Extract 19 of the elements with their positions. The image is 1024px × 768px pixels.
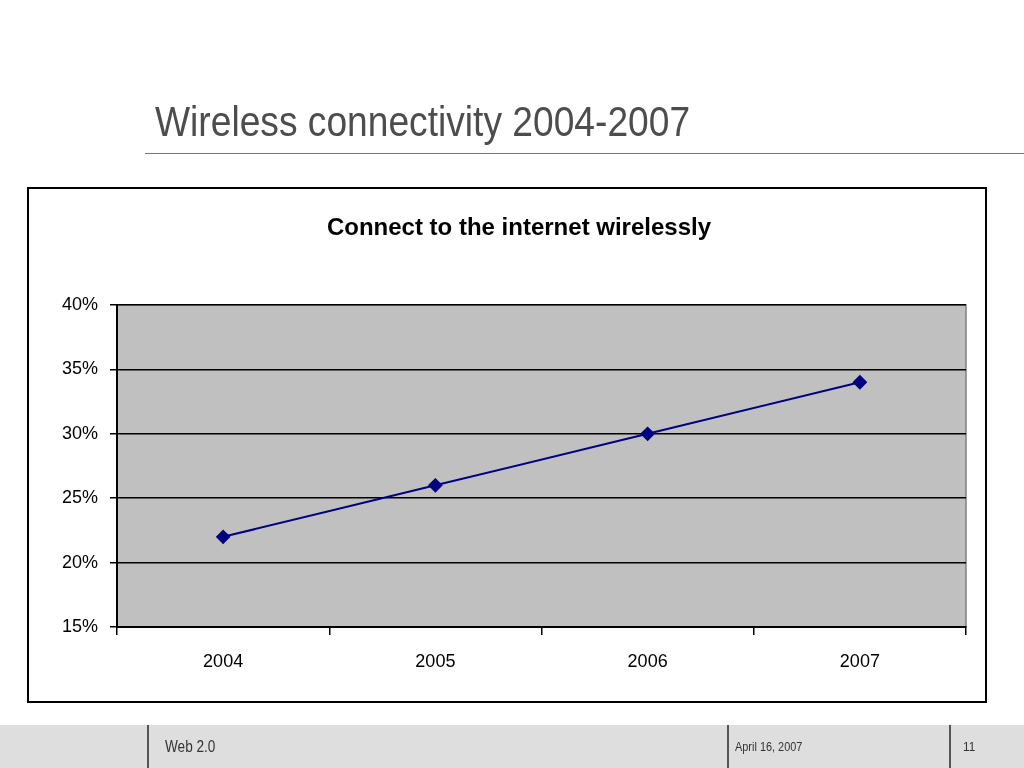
point [640, 426, 655, 441]
x-tick-label: 2006 [627, 650, 668, 671]
text: Web 2.0 [165, 737, 216, 757]
x-tick-label: 2004 [203, 650, 244, 671]
x-tick-label: 2007 [839, 650, 880, 671]
point [428, 478, 443, 493]
y-tick-label: 30% [61, 422, 98, 443]
y-tick-label: 35% [61, 358, 98, 379]
chart-title: Wireless connectivity 2004-2007 [155, 98, 691, 145]
x-tick-label: 2005 [415, 650, 456, 671]
y-tick-label: 25% [61, 487, 98, 508]
text: 11 [963, 738, 976, 756]
point [216, 529, 231, 544]
y-tick-label: 20% [61, 551, 98, 572]
y-tick-label: 15% [61, 615, 98, 636]
chart-subtitle: Connect to the internet wirelessly [326, 212, 712, 240]
y-tick-label: 40% [61, 293, 98, 314]
point [852, 375, 867, 390]
text: April 16, 2007 [735, 738, 803, 756]
